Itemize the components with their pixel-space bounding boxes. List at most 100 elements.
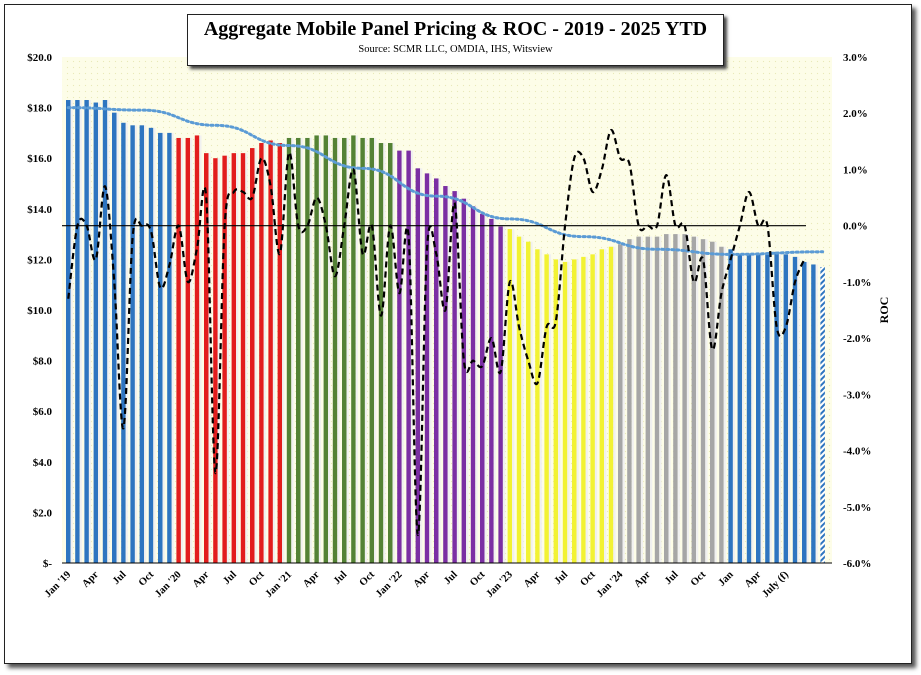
price-bar-shade	[576, 259, 579, 563]
x-tick-label: Oct	[468, 569, 488, 589]
price-bar	[673, 234, 678, 563]
price-bar-shade	[374, 137, 377, 563]
price-bar-shade	[392, 143, 395, 563]
price-bar-shade	[512, 229, 515, 564]
price-bar	[470, 206, 476, 563]
price-bar-shade	[291, 137, 294, 563]
price-bar-shade	[364, 137, 368, 563]
price-bar	[489, 218, 494, 564]
title-box: Aggregate Mobile Panel Pricing & ROC - 2…	[187, 14, 724, 66]
price-bar-shade	[778, 251, 782, 563]
x-tick-label: Apr	[301, 569, 322, 590]
price-bar	[654, 236, 660, 563]
price-bar	[130, 125, 135, 563]
price-bar-shade	[144, 125, 147, 563]
price-bar	[443, 186, 448, 563]
price-bar	[296, 137, 301, 563]
left-tick-label: $16.0	[27, 153, 52, 165]
price-bar-shade	[558, 259, 561, 563]
price-bar	[93, 102, 99, 563]
price-bar	[231, 153, 237, 563]
price-bar-shade	[686, 234, 690, 563]
right-tick-label: 1.0%	[843, 164, 868, 176]
price-bar-shade	[226, 155, 230, 564]
price-bar	[332, 137, 338, 563]
price-bar-shade	[337, 137, 340, 563]
price-bar-shade	[705, 239, 708, 563]
price-bar-shade	[272, 140, 276, 564]
price-bar	[185, 137, 191, 563]
price-bar-shade	[622, 244, 625, 563]
price-bar	[305, 137, 310, 563]
left-tick-label: $2.0	[33, 507, 53, 519]
x-tick-label: Oct	[137, 569, 157, 589]
x-tick-label: Oct	[689, 569, 709, 589]
price-bar	[75, 100, 80, 563]
x-tick-label: Oct	[578, 569, 598, 589]
price-bar-shade	[539, 249, 542, 563]
price-bar-shade	[107, 100, 110, 563]
price-bar-shade	[659, 236, 662, 563]
right-axis-label: ROC	[877, 297, 891, 324]
price-bar	[461, 198, 467, 563]
price-bar	[351, 135, 356, 563]
price-bar	[719, 246, 724, 563]
price-bar	[590, 254, 595, 563]
price-bar-shade	[521, 236, 524, 563]
x-tick-label: Jul	[221, 569, 239, 587]
x-tick-label: Jul	[332, 569, 350, 587]
price-bar-shade	[502, 226, 506, 563]
price-bar	[746, 254, 752, 563]
x-tick-label: Jan '23	[484, 569, 515, 600]
price-bar-shade	[742, 254, 745, 563]
price-bar	[480, 213, 485, 564]
price-bar	[783, 254, 789, 563]
x-tick-label: Jan '20	[153, 569, 184, 600]
price-bar-shade	[162, 132, 165, 563]
price-bar	[553, 259, 559, 563]
chart-title: Aggregate Mobile Panel Pricing & ROC - 2…	[203, 18, 708, 40]
price-bar-shade	[696, 236, 699, 563]
left-tick-label: $20.0	[27, 52, 52, 64]
price-bar-shade	[309, 137, 312, 563]
x-tick-label: Jan '22	[374, 569, 405, 600]
price-bar-shade	[420, 168, 423, 563]
price-bar	[112, 112, 117, 563]
right-tick-label: -1.0%	[843, 277, 871, 289]
price-bar	[737, 254, 743, 563]
x-tick-label: Jan '24	[595, 569, 626, 600]
price-bar	[572, 259, 577, 563]
price-bar-shade	[318, 135, 322, 563]
left-axis: $- $2.0 $4.0 $6.0 $8.0 $10.0 $12.0 $14.0 $16.0 $1…	[27, 52, 52, 570]
price-bar	[268, 140, 273, 564]
price-bar	[710, 241, 715, 563]
price-bar	[323, 135, 329, 563]
x-tick-label: July (f)	[760, 569, 791, 600]
price-bar	[158, 132, 163, 563]
price-bar	[562, 261, 568, 563]
right-tick-label: -6.0%	[843, 558, 871, 570]
price-bar-shade	[300, 137, 303, 563]
price-bar	[369, 137, 375, 563]
price-bar	[599, 249, 605, 563]
left-tick-label: $6.0	[33, 406, 53, 418]
price-bar	[792, 256, 798, 563]
price-bar	[636, 236, 641, 563]
price-bar	[682, 234, 687, 563]
price-bar-shade	[751, 254, 754, 563]
price-bar	[213, 158, 218, 563]
x-tick-label: Apr	[743, 569, 764, 590]
price-bar-shade	[613, 246, 616, 563]
left-tick-label: $-	[43, 558, 53, 570]
price-bar-shade	[447, 186, 450, 563]
price-bar	[286, 137, 292, 563]
price-bar-shade	[797, 256, 800, 563]
price-bar	[240, 153, 246, 563]
x-tick-label: Apr	[412, 569, 433, 590]
trend-line-group	[66, 106, 825, 256]
price-bar-shade	[788, 254, 791, 563]
price-bar	[406, 150, 411, 564]
price-bar-shade	[88, 100, 92, 563]
left-tick-label: $12.0	[27, 254, 52, 266]
